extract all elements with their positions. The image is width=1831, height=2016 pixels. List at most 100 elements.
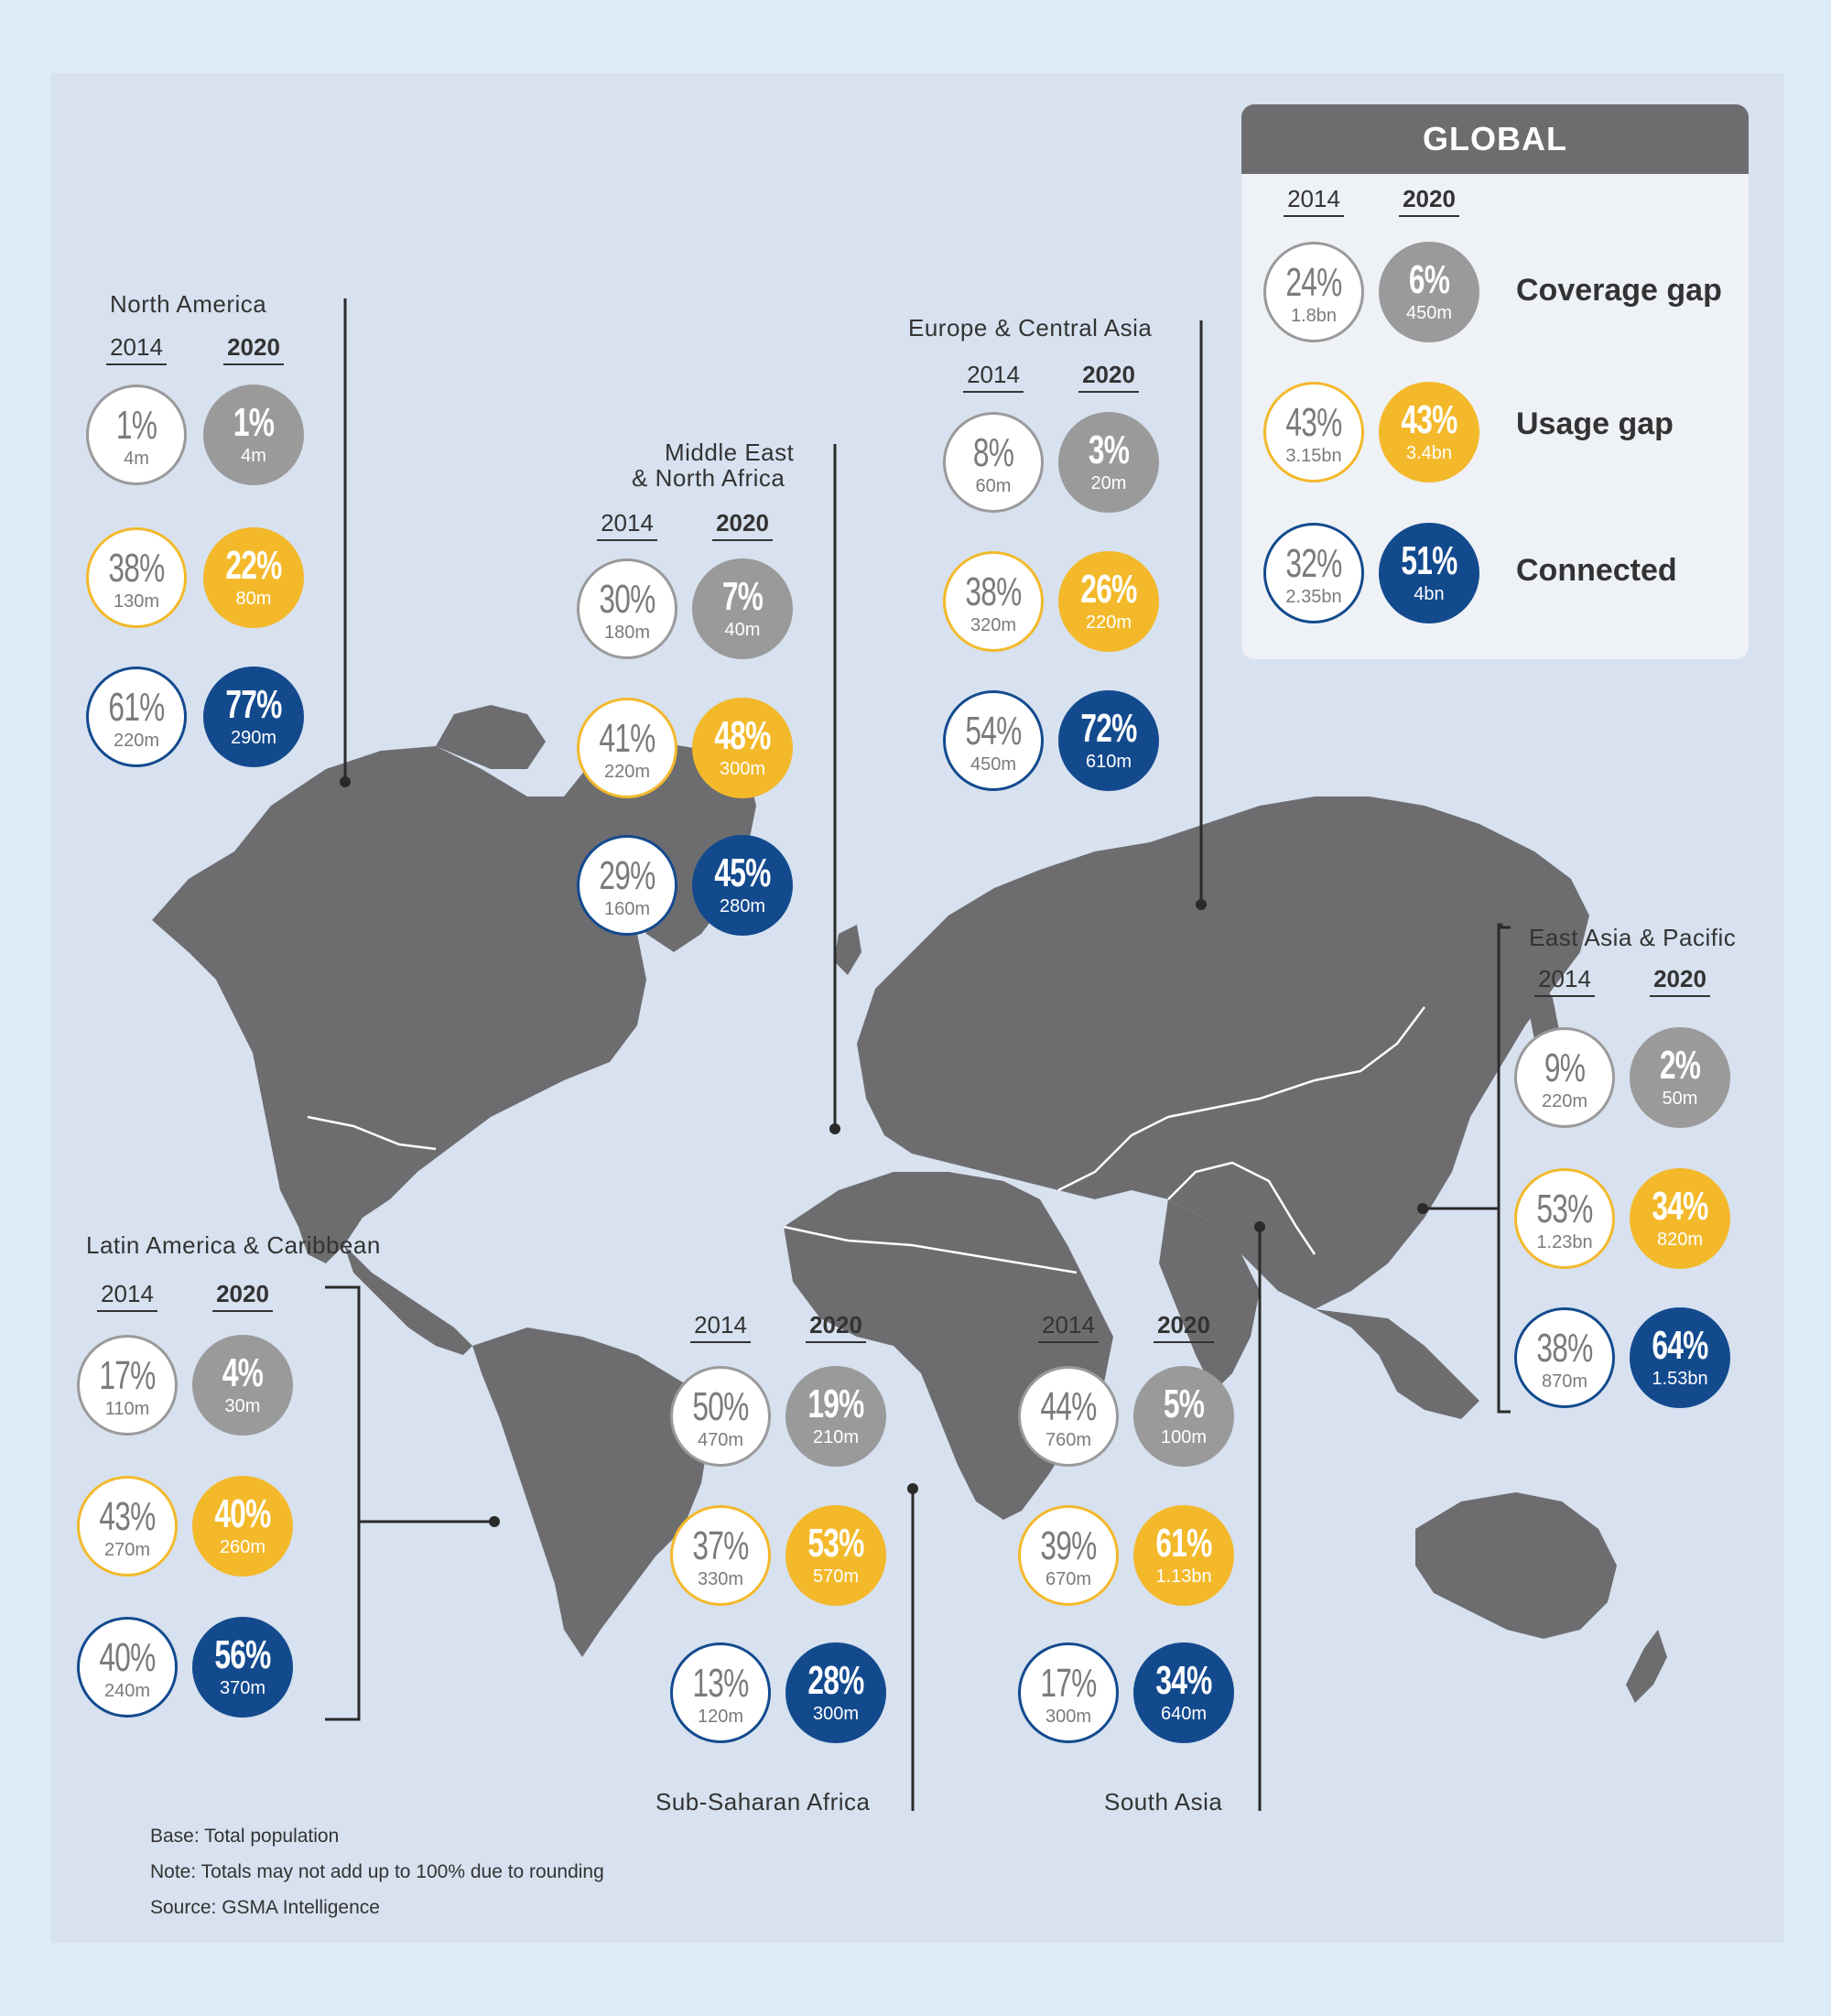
connected-2020-bubble: 34% 640m	[1133, 1642, 1234, 1743]
usage-2014-bubble: 38% 320m	[943, 551, 1044, 652]
india-land	[1159, 1199, 1260, 1392]
footnote-base: Base: Total population	[150, 1826, 340, 1847]
global-connected-2020-bubble: 51% 4bn	[1379, 523, 1479, 623]
connected-2014-bubble: 13% 120m	[670, 1642, 771, 1743]
arctic-islands-land	[436, 705, 546, 769]
usage-2014-bubble: 39% 670m	[1018, 1505, 1119, 1606]
leader-latin-america	[325, 1285, 361, 1721]
coverage-2014-bubble: 9% 220m	[1514, 1027, 1615, 1128]
us-mexico-border	[307, 1115, 437, 1151]
leader-dot-east-asia	[1417, 1203, 1428, 1214]
europe-asia-land	[857, 797, 1589, 1309]
global-title: GLOBAL	[1241, 104, 1749, 174]
usage-2014-bubble: 43% 270m	[77, 1476, 178, 1577]
region-title: Sub-Saharan Africa	[655, 1788, 871, 1815]
region-year-2014: 2014	[943, 361, 1044, 393]
global-year-2014: 2014	[1263, 185, 1364, 217]
usage-2020-bubble: 40% 260m	[192, 1476, 293, 1577]
region-title-line1: Middle East	[665, 439, 795, 466]
north-africa-border	[783, 1225, 1078, 1274]
coverage-2020-bubble: 1% 4m	[203, 385, 304, 485]
central-america-land	[344, 1245, 472, 1355]
north-america-land	[152, 746, 646, 1263]
region-year-2020: 2020	[692, 509, 793, 541]
global-coverage-2014-bubble: 24% 1.8bn	[1263, 242, 1364, 342]
asia-region-border	[1057, 1006, 1425, 1192]
coverage-2020-bubble: 4% 30m	[192, 1335, 293, 1436]
coverage-2014-bubble: 8% 60m	[943, 412, 1044, 513]
usage-2014-bubble: 41% 220m	[577, 698, 677, 798]
global-usage-2020-bubble: 43% 3.4bn	[1379, 382, 1479, 482]
coverage-2014-bubble: 1% 4m	[86, 385, 187, 485]
connected-2020-bubble: 56% 370m	[192, 1617, 293, 1718]
global-connected-label: Connected	[1516, 553, 1677, 588]
region-year-2020: 2020	[1630, 965, 1730, 997]
coverage-2014-bubble: 30% 180m	[577, 558, 677, 659]
usage-2014-bubble: 37% 330m	[670, 1505, 771, 1606]
leader-dot-south-asia	[1254, 1221, 1265, 1232]
australia-land	[1415, 1492, 1617, 1639]
connected-2014-bubble: 17% 300m	[1018, 1642, 1119, 1743]
coverage-2020-bubble: 3% 20m	[1058, 412, 1159, 513]
coverage-2020-bubble: 2% 50m	[1630, 1027, 1730, 1128]
south-asia-border	[1167, 1161, 1316, 1255]
region-year-2014: 2014	[77, 1280, 178, 1312]
region-title: Europe & Central Asia	[908, 314, 1153, 341]
connected-2014-bubble: 40% 240m	[77, 1617, 178, 1718]
usage-2020-bubble: 34% 820m	[1630, 1168, 1730, 1269]
region-year-2014: 2014	[670, 1311, 771, 1343]
leader-dot-sub-saharan	[907, 1483, 918, 1494]
global-year-2020: 2020	[1379, 185, 1479, 217]
usage-2020-bubble: 53% 570m	[785, 1505, 886, 1606]
connected-2020-bubble: 28% 300m	[785, 1642, 886, 1743]
leader-dot-mena	[829, 1123, 840, 1134]
leader-dot-latin-america	[489, 1516, 500, 1527]
region-title: North America	[110, 290, 267, 318]
region-year-2014: 2014	[577, 509, 677, 541]
connected-2020-bubble: 72% 610m	[1058, 690, 1159, 791]
global-usage-2014-bubble: 43% 3.15bn	[1263, 382, 1364, 482]
region-title: Latin America & Caribbean	[86, 1231, 381, 1259]
region-year-2020: 2020	[1058, 361, 1159, 393]
region-title-line2: & North Africa	[632, 464, 785, 492]
footnote-source: Source: GSMA Intelligence	[150, 1897, 380, 1918]
connected-2014-bubble: 38% 870m	[1514, 1307, 1615, 1408]
usage-2020-bubble: 61% 1.13bn	[1133, 1505, 1234, 1606]
region-year-2014: 2014	[1514, 965, 1615, 997]
coverage-2014-bubble: 50% 470m	[670, 1366, 771, 1467]
region-year-2020: 2020	[785, 1311, 886, 1343]
leader-east-asia-bracket	[1497, 926, 1511, 1414]
usage-2020-bubble: 22% 80m	[203, 527, 304, 628]
global-usage-gap-label: Usage gap	[1516, 406, 1674, 441]
coverage-2014-bubble: 44% 760m	[1018, 1366, 1119, 1467]
global-coverage-2020-bubble: 6% 450m	[1379, 242, 1479, 342]
coverage-2020-bubble: 5% 100m	[1133, 1366, 1234, 1467]
africa-land	[784, 1172, 1113, 1520]
footnote-note: Note: Totals may not add up to 100% due …	[150, 1861, 604, 1882]
region-year-2014: 2014	[1018, 1311, 1119, 1343]
uk-land	[834, 925, 861, 975]
connected-2014-bubble: 61% 220m	[86, 667, 187, 767]
region-year-2020: 2020	[203, 333, 304, 365]
usage-2014-bubble: 38% 130m	[86, 527, 187, 628]
connected-2014-bubble: 29% 160m	[577, 835, 677, 936]
connected-2020-bubble: 45% 280m	[692, 835, 793, 936]
south-america-land	[472, 1328, 710, 1657]
connected-2020-bubble: 77% 290m	[203, 667, 304, 767]
region-year-2014: 2014	[86, 333, 187, 365]
coverage-2020-bubble: 19% 210m	[785, 1366, 886, 1467]
region-year-2020: 2020	[192, 1280, 293, 1312]
usage-2020-bubble: 26% 220m	[1058, 551, 1159, 652]
region-year-2020: 2020	[1133, 1311, 1234, 1343]
region-title: East Asia & Pacific	[1529, 924, 1737, 951]
usage-2014-bubble: 53% 1.23bn	[1514, 1168, 1615, 1269]
connected-2020-bubble: 64% 1.53bn	[1630, 1307, 1730, 1408]
region-title: South Asia	[1104, 1788, 1223, 1815]
global-connected-2014-bubble: 32% 2.35bn	[1263, 523, 1364, 623]
coverage-2014-bubble: 17% 110m	[77, 1335, 178, 1436]
coverage-2020-bubble: 7% 40m	[692, 558, 793, 659]
southeast-asia-land	[1315, 1309, 1479, 1419]
global-summary-box: GLOBAL 2014 2020 24% 1.8bn 6% 450m Cover…	[1241, 104, 1749, 659]
usage-2020-bubble: 48% 300m	[692, 698, 793, 798]
new-zealand-land	[1626, 1630, 1667, 1703]
